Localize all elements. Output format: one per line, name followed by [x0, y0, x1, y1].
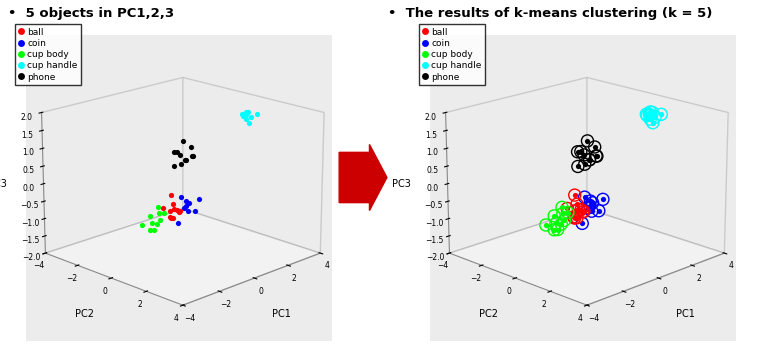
Legend: ball, coin, cup body, cup handle, phone: ball, coin, cup body, cup handle, phone [15, 24, 82, 85]
Legend: ball, coin, cup body, cup handle, phone: ball, coin, cup body, cup handle, phone [419, 24, 486, 85]
Y-axis label: PC2: PC2 [479, 309, 498, 319]
Y-axis label: PC2: PC2 [75, 309, 94, 319]
Text: •  5 objects in PC1,2,3: • 5 objects in PC1,2,3 [8, 7, 174, 20]
X-axis label: PC1: PC1 [676, 309, 695, 319]
FancyArrow shape [339, 144, 387, 211]
Text: •  The results of k-means clustering (k = 5): • The results of k-means clustering (k =… [388, 7, 713, 20]
X-axis label: PC1: PC1 [272, 309, 291, 319]
